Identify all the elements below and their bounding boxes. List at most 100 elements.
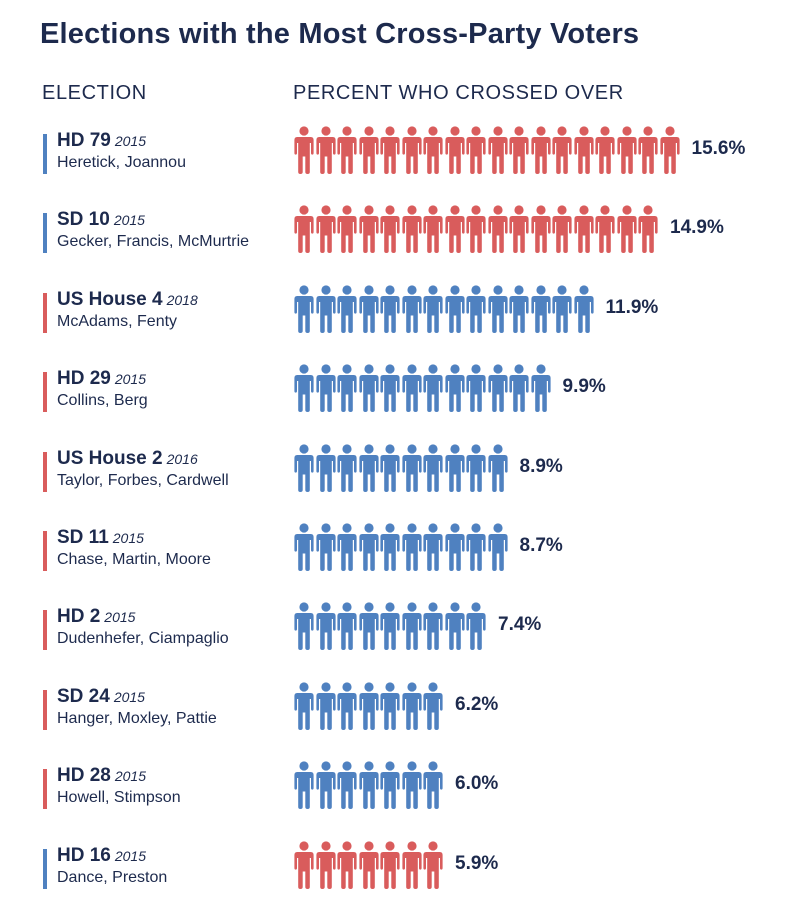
person-icon-group [294,205,658,253]
person-icon [337,761,357,809]
person-icon [315,602,336,650]
person-icon [358,364,379,412]
race-year: 2015 [113,689,145,705]
person-icon [337,841,357,889]
election-row: HD 28 2015 Howell, Stimpson 6.0% [0,761,792,829]
election-row: SD 10 2015 Gecker, Francis, McMurtrie 14.9% [0,205,792,273]
race-name: HD 79 [57,130,111,151]
race-year: 2015 [113,212,145,228]
person-icon [573,285,594,333]
person-icon [401,761,422,809]
person-icon [401,285,422,333]
person-icon [509,205,529,253]
person-icon [444,364,465,412]
race-label: SD 10 2015 [57,209,145,231]
person-icon [423,682,443,730]
percent-label: 7.4% [498,614,542,635]
race-year: 2018 [166,292,198,308]
party-marker [43,452,47,492]
party-marker [43,134,47,174]
person-icon [380,682,400,730]
race-label: HD 28 2015 [57,765,146,787]
person-icon [444,126,465,174]
percent-label: 8.9% [519,456,563,477]
person-icon [315,761,336,809]
person-icon [315,841,336,889]
race-name: HD 16 [57,845,111,866]
person-icon [380,602,400,650]
person-icon [444,523,465,571]
person-icon [358,285,379,333]
person-icon [294,205,314,253]
person-icon [315,126,336,174]
person-icon [573,205,594,253]
race-year: 2015 [114,371,147,387]
person-icon [466,126,486,174]
person-icon [509,364,529,412]
race-label: HD 29 2015 [57,368,146,390]
person-icon [444,444,465,492]
person-icon [401,205,422,253]
candidates-label: Heretick, Joannou [57,154,186,171]
person-icon [380,205,400,253]
person-icon [444,205,465,253]
person-icon [380,761,400,809]
race-label: US House 2 2016 [57,448,198,470]
person-icon [401,444,422,492]
person-icon [315,523,336,571]
person-icon-group [294,682,443,730]
person-icon [487,205,508,253]
person-icon [380,841,400,889]
party-marker [43,769,47,809]
person-icon [358,841,379,889]
person-icon [337,602,357,650]
race-label: HD 2 2015 [57,606,135,628]
person-icon [380,126,400,174]
person-icon [294,126,314,174]
person-icon [530,364,551,412]
person-icon [423,364,443,412]
person-icon [337,126,357,174]
election-row: HD 29 2015 Collins, Berg 9.9% [0,364,792,432]
percent-label: 5.9% [455,853,499,874]
person-icon [358,682,379,730]
person-icon [552,126,572,174]
race-name: SD 24 [57,686,110,707]
percent-label: 9.9% [562,376,606,397]
election-row: HD 79 2015 Heretick, Joannou 15.6% [0,126,792,194]
race-label: US House 4 2018 [57,289,198,311]
person-icon [337,205,357,253]
race-year: 2015 [114,768,147,784]
person-icon [487,364,508,412]
race-year: 2015 [114,133,147,149]
person-icon [466,285,486,333]
election-row: HD 16 2015 Dance, Preston 5.9% [0,841,792,909]
person-icon [509,285,529,333]
person-icon [423,523,443,571]
person-icon [423,602,443,650]
person-icon [659,126,680,174]
person-icon [315,285,336,333]
percent-label: 15.6% [691,138,746,159]
election-column-header: ELECTION [42,82,147,104]
person-icon [530,285,551,333]
race-label: HD 16 2015 [57,845,146,867]
race-name: SD 10 [57,209,110,230]
person-icon [401,841,422,889]
person-icon [466,364,486,412]
percent-label: 8.7% [519,535,563,556]
person-icon [423,285,443,333]
person-icon [337,364,357,412]
person-icon [552,285,572,333]
race-label: HD 79 2015 [57,130,146,152]
party-marker [43,213,47,253]
person-icon [358,444,379,492]
person-icon [616,126,637,174]
person-icon [294,523,314,571]
person-icon [337,444,357,492]
person-icon [294,364,314,412]
election-row: SD 11 2015 Chase, Martin, Moore 8.7% [0,523,792,591]
candidates-label: Gecker, Francis, McMurtrie [57,233,250,250]
person-icon [444,285,465,333]
person-icon [294,761,314,809]
